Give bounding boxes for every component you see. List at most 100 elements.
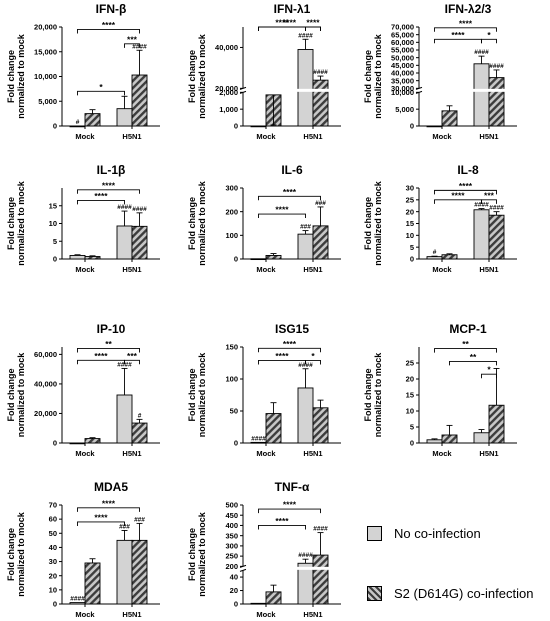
y-tick-label: 40 bbox=[49, 543, 57, 552]
bar bbox=[473, 63, 490, 127]
significance-label: **** bbox=[94, 351, 108, 361]
y-tick-label: 10 bbox=[49, 219, 57, 228]
significance-bracket bbox=[77, 507, 140, 512]
y-tick-label: 5,000 bbox=[395, 105, 414, 114]
bar bbox=[131, 422, 148, 444]
significance-label: * bbox=[311, 351, 315, 361]
significance-bracket bbox=[258, 347, 321, 353]
bar bbox=[488, 214, 505, 260]
bar bbox=[265, 591, 282, 605]
significance-label: **** bbox=[94, 191, 108, 201]
y-tick-label: 30,000 bbox=[391, 84, 414, 93]
significance-bracket bbox=[124, 359, 140, 365]
chart-title: IL-6 bbox=[281, 163, 303, 177]
significance-bracket bbox=[77, 199, 125, 205]
x-tick-label: H5N1 bbox=[122, 449, 141, 458]
y-tick-label: 0 bbox=[234, 122, 238, 131]
significance-label: **** bbox=[283, 18, 297, 28]
significance-label: **** bbox=[102, 20, 116, 30]
y-tick-label: 20 bbox=[406, 375, 414, 384]
y-tick-label: 0 bbox=[410, 255, 414, 264]
y-axis-label: normalized to mock bbox=[373, 33, 383, 119]
significance-bracket bbox=[77, 189, 140, 194]
significance-hash: #### bbox=[474, 202, 489, 209]
significance-label: **** bbox=[451, 30, 465, 40]
chart-panel: IFN-λ2/3 Fold change normalized to mock 0 5,… bbox=[363, 2, 517, 141]
chart-panel: IL-1β Fold change normalized to mock 0 5 10 15… bbox=[6, 163, 160, 274]
significance-label: ** bbox=[470, 352, 477, 362]
x-tick-label: Mock bbox=[256, 265, 276, 274]
x-tick-label: Mock bbox=[256, 610, 276, 619]
y-tick-label: 200 bbox=[225, 207, 238, 216]
y-axis-label: normalized to mock bbox=[16, 33, 26, 119]
bar bbox=[297, 49, 314, 127]
significance-hash: ### bbox=[134, 516, 145, 523]
significance-label: ** bbox=[462, 339, 469, 349]
legend-label: S2 (D614G) co-infection bbox=[394, 586, 534, 601]
significance-hash: #### bbox=[70, 596, 85, 603]
y-axis-label: normalized to mock bbox=[16, 352, 26, 438]
x-tick-label: Mock bbox=[75, 265, 95, 274]
bar bbox=[426, 125, 443, 128]
bar bbox=[473, 432, 490, 444]
axis-break-mark bbox=[239, 568, 247, 572]
significance-label: *** bbox=[127, 34, 138, 44]
chart-panel: IP-10 Fold change normalized to mock 0 20,00… bbox=[6, 322, 160, 458]
significance-bracket bbox=[481, 38, 497, 44]
significance-label: **** bbox=[102, 498, 116, 508]
bar bbox=[116, 108, 133, 127]
y-tick-label: 100 bbox=[225, 231, 238, 240]
y-axis-label: Fold change bbox=[6, 528, 16, 581]
bar bbox=[131, 539, 148, 605]
chart-panel: MCP-1 Fold change normalized to mock 0 5 10 15… bbox=[363, 322, 517, 458]
x-tick-label: H5N1 bbox=[122, 265, 141, 274]
x-tick-label: H5N1 bbox=[479, 449, 498, 458]
bar bbox=[297, 233, 314, 260]
significance-bracket bbox=[258, 213, 306, 219]
chart-panel: IFN-β Fold change normalized to mock 0 5,000… bbox=[6, 2, 160, 141]
y-tick-label: 30 bbox=[406, 184, 414, 193]
bar bbox=[69, 125, 86, 128]
chart-title: MDA5 bbox=[94, 480, 128, 494]
y-tick-label: 40,000 bbox=[391, 69, 414, 78]
y-tick-label: 25 bbox=[406, 195, 414, 204]
significance-label: **** bbox=[459, 181, 473, 191]
y-axis-label: normalized to mock bbox=[373, 352, 383, 438]
y-tick-label: 20,000 bbox=[34, 409, 57, 418]
y-tick-label: 200 bbox=[225, 562, 238, 571]
y-axis-label: Fold change bbox=[6, 50, 16, 103]
bar bbox=[250, 602, 267, 605]
chart-panel: IFN-λ1 Fold change normalized to mock 0 1,00… bbox=[187, 2, 341, 141]
y-tick-label: 10,000 bbox=[34, 72, 57, 81]
significance-bracket bbox=[258, 26, 321, 31]
y-tick-label: 15 bbox=[49, 201, 57, 210]
bar-break-gap bbox=[488, 88, 505, 92]
y-tick-label: 30 bbox=[49, 557, 57, 566]
chart-title: IL-8 bbox=[457, 163, 479, 177]
significance-bracket bbox=[434, 189, 497, 195]
y-tick-label: 150 bbox=[225, 343, 238, 352]
y-tick-label: 400 bbox=[225, 521, 238, 530]
bar-break-gap bbox=[312, 566, 329, 570]
y-tick-label: 20,000 bbox=[34, 23, 57, 32]
bar bbox=[84, 113, 101, 127]
y-tick-label: 60,000 bbox=[34, 350, 57, 359]
bar bbox=[69, 442, 86, 445]
legend-swatch-hatched bbox=[367, 586, 382, 601]
chart-title: IP-10 bbox=[97, 322, 126, 336]
bar bbox=[473, 209, 490, 260]
y-tick-label: 50,000 bbox=[391, 53, 414, 62]
significance-label: **** bbox=[275, 18, 289, 28]
y-axis-label: normalized to mock bbox=[373, 180, 383, 266]
significance-bracket bbox=[77, 521, 125, 526]
significance-bracket bbox=[305, 359, 321, 365]
y-tick-label: 20 bbox=[230, 586, 238, 595]
y-axis-label: normalized to mock bbox=[197, 180, 207, 266]
chart-panel: TNF-α Fold change normalized to mock 0 20 40 2… bbox=[187, 480, 341, 619]
bar bbox=[441, 254, 458, 260]
y-tick-label: 5 bbox=[53, 237, 57, 246]
y-tick-label: 250 bbox=[225, 552, 238, 561]
bar-break-gap bbox=[297, 566, 314, 570]
significance-bracket bbox=[124, 43, 140, 48]
bar bbox=[441, 110, 458, 127]
